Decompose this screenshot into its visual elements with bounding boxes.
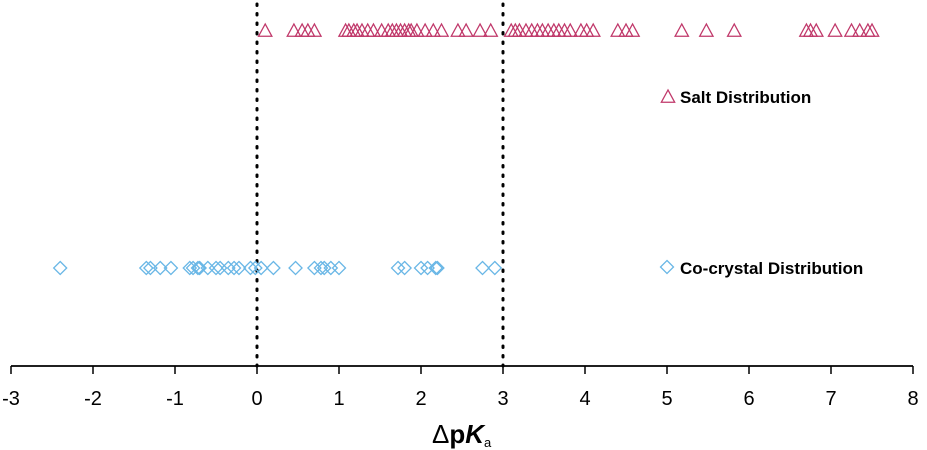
x-tick-label: 2 [415,388,426,410]
salt-point [698,22,715,37]
x-axis-tick-labels: -3 -2 -1 0 1 2 3 4 5 6 7 8 [2,388,918,410]
salt-series [257,22,880,37]
x-tick-label: 0 [251,388,262,410]
cocrystal-point [413,260,429,276]
x-tick-label: 8 [907,388,918,410]
salt-point [306,22,323,37]
cocrystal-point [231,260,247,276]
cocrystal-point [288,260,303,276]
cocrystal-point [428,260,444,276]
x-axis-ticks [10,366,914,374]
cocrystal-point [316,260,332,276]
x-axis-label-delta: Δ [432,419,449,449]
salt-point [864,22,880,37]
salt-point [482,22,499,37]
x-tick-label: 4 [579,388,590,410]
x-axis-label: ΔpKa [432,419,492,450]
cocrystal-point [200,260,216,276]
salt-point [458,22,474,37]
cocrystal-point [475,260,490,276]
cocrystal-point [185,260,201,276]
x-tick-label: 6 [743,388,754,410]
salt-point [585,22,601,37]
cocrystal-point [429,260,445,276]
salt-point [417,22,433,37]
cocrystal-series [52,260,503,276]
x-tick-label: -1 [166,388,184,410]
cocrystal-point [142,260,158,276]
cocrystal-point [265,260,281,276]
x-axis-label-k: K [465,419,486,449]
cocrystal-point [212,260,228,276]
cocrystal-point [390,260,406,276]
cocrystal-point [306,260,322,276]
salt-point [257,22,273,37]
cocrystal-point [163,260,179,276]
salt-point [808,22,824,37]
salt-point [851,22,868,37]
cocrystal-point [331,260,347,276]
legend-cocrystal-marker [659,259,675,275]
salt-point [562,22,578,37]
reference-lines [255,2,505,368]
x-tick-label: -3 [2,388,20,410]
salt-point [472,22,488,37]
cocrystal-point [243,260,258,276]
cocrystal-point [208,260,224,276]
cocrystal-point [138,260,154,276]
legend-salt-label: Salt Distribution [680,88,811,107]
salt-point [610,22,626,37]
salt-point [286,22,302,37]
x-tick-label: -2 [84,388,102,410]
salt-point [827,22,843,37]
cocrystal-point [253,260,269,276]
cocrystal-point [487,260,503,276]
x-tick-label: 3 [497,388,508,410]
legend-salt-marker [660,88,676,103]
salt-point [843,22,860,37]
cocrystal-point [52,260,68,276]
cocrystal-point [220,260,236,276]
salt-point [726,22,742,37]
x-axis-label-p: p [449,419,465,449]
x-tick-label: 1 [333,388,344,410]
salt-point [674,22,690,37]
salt-point [433,22,450,37]
salt-point [425,22,442,37]
salt-point [624,22,641,37]
legend-cocrystal-label: Co-crystal Distribution [680,259,863,278]
x-tick-label: 7 [825,388,836,410]
x-axis-label-subscript: a [484,435,492,450]
cocrystal-point [226,260,242,276]
cocrystal-point [313,260,329,276]
salt-point [409,22,425,37]
x-tick-label: 5 [661,388,672,410]
cocrystal-point [247,260,263,276]
salt-point [365,22,382,37]
cocrystal-point [152,260,168,276]
cocrystal-point [190,260,206,276]
legend: Salt Distribution Co-crystal Distributio… [659,88,863,278]
salt-point [450,22,466,37]
cocrystal-point [397,260,413,276]
